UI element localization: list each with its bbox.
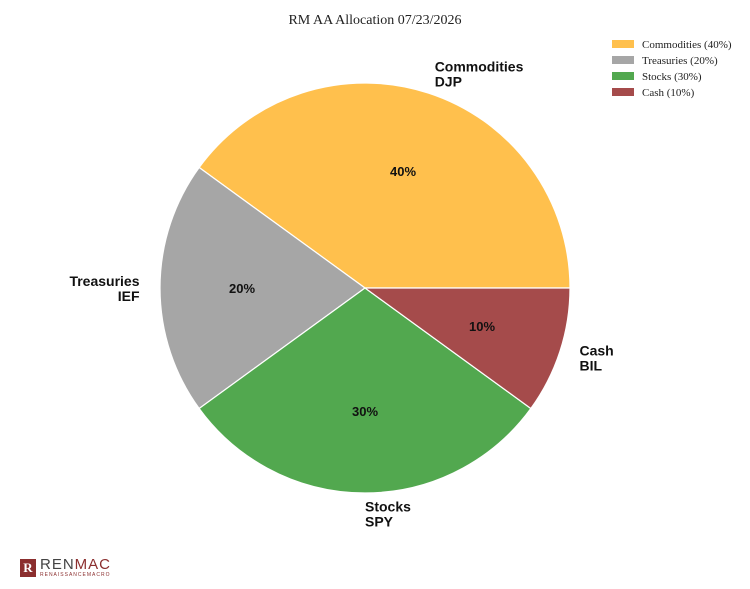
legend-swatch-cash — [612, 88, 634, 96]
slice-ticker-commodities: DJP — [435, 74, 462, 90]
logo-tagline: RENAISSANCEMACRO — [40, 572, 111, 578]
logo-text: RENMAC RENAISSANCEMACRO — [40, 557, 111, 578]
legend-entry-commodities: Commodities (40%) — [642, 39, 732, 51]
pie-slices — [159, 82, 571, 494]
legend-entry-treasuries: Treasuries (20%) — [642, 55, 718, 67]
pie-slice-stocks — [198, 287, 532, 494]
slice-ticker-stocks: SPY — [365, 514, 394, 530]
slice-name-cash: Cash — [580, 343, 614, 359]
logo-wordmark: RENMAC — [40, 557, 111, 572]
logo-wordmark-right: MAC — [74, 556, 112, 573]
slice-label-stocks: Stocks SPY — [365, 499, 411, 530]
pie-slice-commodities — [198, 82, 571, 289]
percent-labels: 40% 20% 30% 10% — [229, 164, 495, 419]
logo-wordmark-left: REN — [40, 556, 75, 573]
percent-label-commodities: 40% — [390, 164, 416, 179]
slice-label-commodities: Commodities DJP — [435, 59, 524, 90]
slice-name-commodities: Commodities — [435, 59, 524, 75]
slice-ticker-cash: BIL — [580, 358, 603, 374]
renmac-logo: R RENMAC RENAISSANCEMACRO — [20, 557, 111, 578]
slice-ticker-treasuries: IEF — [118, 288, 140, 304]
legend-swatch-treasuries — [612, 56, 634, 64]
slice-label-treasuries: Treasuries IEF — [69, 273, 140, 304]
pie-slice-treasuries — [159, 166, 367, 410]
percent-label-treasuries: 20% — [229, 281, 255, 296]
slice-name-stocks: Stocks — [365, 499, 411, 515]
pie-slice-cash — [363, 287, 571, 410]
legend-entry-cash: Cash (10%) — [642, 87, 695, 99]
percent-label-cash: 10% — [469, 319, 495, 334]
legend-swatch-commodities — [612, 40, 634, 48]
slice-label-cash: Cash BIL — [580, 343, 614, 374]
slice-labels: Commodities DJP Treasuries IEF Stocks SPY Cash… — [69, 59, 613, 530]
legend-entry-stocks: Stocks (30%) — [642, 71, 702, 83]
slice-name-treasuries: Treasuries — [69, 273, 139, 289]
chart-title: RM AA Allocation 07/23/2026 — [288, 13, 461, 28]
legend: Commodities (40%) Treasuries (20%) Stocks … — [612, 39, 732, 99]
percent-label-stocks: 30% — [352, 404, 378, 419]
legend-swatch-stocks — [612, 72, 634, 80]
logo-mark: R — [20, 558, 36, 577]
